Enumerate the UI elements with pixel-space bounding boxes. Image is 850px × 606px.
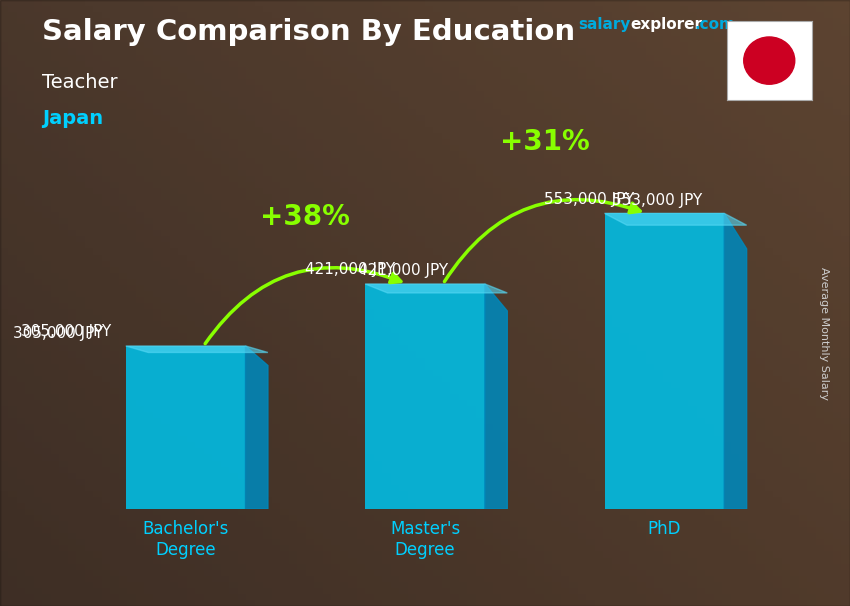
- Text: 553,000 JPY: 553,000 JPY: [545, 192, 635, 207]
- Text: Average Monthly Salary: Average Monthly Salary: [819, 267, 829, 400]
- Text: 305,000 JPY: 305,000 JPY: [20, 324, 111, 339]
- Text: Japan: Japan: [42, 109, 104, 128]
- Polygon shape: [246, 346, 268, 509]
- Text: +38%: +38%: [260, 202, 350, 230]
- Text: 305,000 JPY: 305,000 JPY: [13, 325, 104, 341]
- Bar: [366, 284, 484, 509]
- Polygon shape: [604, 213, 746, 225]
- Text: 421,000 JPY: 421,000 JPY: [305, 262, 395, 278]
- Polygon shape: [724, 213, 746, 509]
- Text: Teacher: Teacher: [42, 73, 118, 92]
- Circle shape: [744, 37, 795, 84]
- Text: explorer: explorer: [631, 17, 703, 32]
- Text: 553,000 JPY: 553,000 JPY: [612, 193, 702, 208]
- FancyArrowPatch shape: [205, 268, 401, 344]
- Text: 421,000 JPY: 421,000 JPY: [358, 264, 448, 279]
- Polygon shape: [126, 346, 268, 353]
- Polygon shape: [484, 284, 507, 509]
- Bar: [126, 346, 246, 509]
- Text: +31%: +31%: [500, 128, 590, 156]
- FancyArrowPatch shape: [445, 199, 640, 282]
- Polygon shape: [366, 284, 507, 293]
- Text: .com: .com: [694, 17, 735, 32]
- Bar: [604, 213, 724, 509]
- Text: salary: salary: [578, 17, 631, 32]
- Text: Salary Comparison By Education: Salary Comparison By Education: [42, 18, 575, 46]
